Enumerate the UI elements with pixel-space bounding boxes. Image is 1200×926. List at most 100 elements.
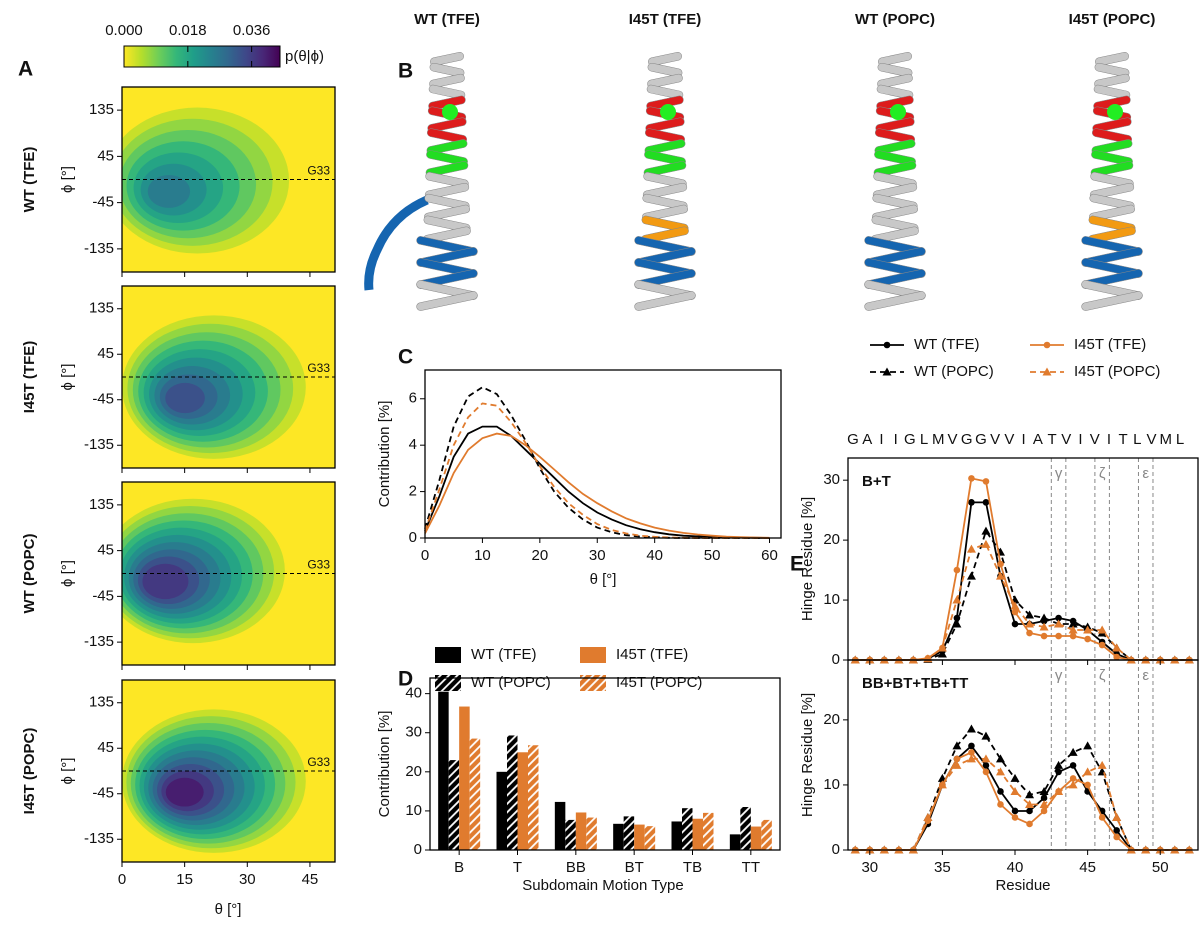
marker — [1041, 633, 1048, 640]
y-tick-label: 20 — [823, 531, 840, 548]
x-tick-label: BT — [625, 859, 644, 876]
line — [855, 531, 1189, 660]
line — [855, 502, 1189, 660]
sequence-letter: V — [948, 431, 958, 448]
x-tick-label: 35 — [934, 859, 951, 876]
legend-label: I45T (POPC) — [1074, 363, 1160, 380]
bar — [761, 820, 772, 850]
x-tick-label: TB — [683, 859, 702, 876]
y-tick-label: 10 — [405, 802, 422, 819]
contour-peak — [166, 778, 204, 807]
sequence-letter: G — [847, 431, 859, 448]
marker — [1070, 762, 1077, 769]
hinge-atom — [890, 104, 906, 120]
colorbar-tick-label: 0.036 — [233, 22, 271, 39]
marker — [1040, 614, 1049, 622]
marker — [968, 475, 975, 482]
panel-label: A — [18, 58, 33, 81]
bar — [438, 692, 449, 850]
y-tick-label: 10 — [823, 776, 840, 793]
line — [855, 478, 1189, 660]
sequence-letter: L — [1176, 431, 1184, 448]
hinge-atom — [442, 104, 458, 120]
y-tick-label: 10 — [823, 591, 840, 608]
x-tick-label: 30 — [239, 871, 256, 888]
sequence-letter: V — [1061, 431, 1071, 448]
y-tick-label: -45 — [92, 194, 114, 211]
marker — [1026, 821, 1033, 828]
y-axis-label: ϕ [°] — [59, 560, 76, 587]
axes-frame — [848, 458, 1198, 660]
marker — [1012, 808, 1019, 815]
x-tick-label: 45 — [1079, 859, 1096, 876]
structure-title: WT (POPC) — [855, 11, 935, 28]
marker — [1012, 814, 1019, 821]
panel-title: I45T (TFE) — [21, 341, 38, 414]
bar — [703, 813, 714, 850]
contour-peak — [142, 564, 188, 599]
panel-title: I45T (POPC) — [21, 728, 38, 815]
y-tick-label: 0 — [409, 529, 417, 546]
marker — [967, 724, 976, 732]
subplot-annotation: B+T — [862, 473, 891, 490]
region-label: ε — [1142, 667, 1149, 684]
legend-label: WT (TFE) — [914, 336, 980, 353]
sequence-letter: T — [1047, 431, 1056, 448]
x-tick-label: T — [513, 859, 522, 876]
y-tick-label: 30 — [823, 471, 840, 488]
y-tick-label: 4 — [409, 436, 417, 453]
bar — [634, 825, 645, 850]
x-tick-label: 0 — [118, 871, 126, 888]
marker — [1099, 814, 1106, 821]
reference-label: G33 — [307, 755, 330, 769]
legend-marker — [884, 342, 891, 349]
legend-label: I45T (POPC) — [616, 674, 702, 691]
y-tick-label: -45 — [92, 587, 114, 604]
bar — [470, 739, 481, 850]
sequence-letter: I — [1078, 431, 1082, 448]
x-tick-label: 0 — [421, 547, 429, 564]
y-tick-label: -135 — [84, 240, 114, 257]
marker — [968, 743, 975, 750]
colorbar-tick-label: 0.018 — [169, 22, 207, 39]
x-tick-label: BB — [566, 859, 586, 876]
hinge-atom — [1107, 104, 1123, 120]
structure — [1081, 52, 1143, 312]
bar — [672, 821, 683, 850]
legend-label: I45T (TFE) — [616, 646, 688, 663]
marker — [954, 567, 961, 574]
bar — [613, 824, 624, 850]
sequence-letter: I — [879, 431, 883, 448]
legend-label: WT (POPC) — [471, 674, 551, 691]
legend-label: WT (POPC) — [914, 363, 994, 380]
bar — [576, 812, 587, 850]
line — [855, 544, 1189, 660]
x-tick-label: 30 — [589, 547, 606, 564]
y-axis-label: Contribution [%] — [376, 401, 393, 508]
sequence-letter: V — [1147, 431, 1157, 448]
bar — [565, 820, 576, 850]
marker — [1112, 813, 1121, 821]
y-tick-label: -45 — [92, 391, 114, 408]
y-tick-label: -135 — [84, 436, 114, 453]
region-label: ζ — [1099, 465, 1106, 482]
line — [855, 746, 1189, 850]
marker — [997, 561, 1004, 568]
bar — [693, 819, 704, 850]
bar — [730, 834, 741, 850]
region-label: γ — [1055, 465, 1063, 482]
marker — [967, 572, 976, 580]
bar — [555, 802, 566, 850]
line — [425, 434, 770, 538]
marker — [996, 767, 1005, 775]
sequence-letter: I — [1022, 431, 1026, 448]
marker — [983, 478, 990, 485]
y-tick-label: -135 — [84, 633, 114, 650]
legend-label: I45T (TFE) — [1074, 336, 1146, 353]
y-tick-label: 40 — [405, 685, 422, 702]
reference-label: G33 — [307, 558, 330, 572]
bar — [751, 827, 762, 850]
y-tick-label: 45 — [97, 345, 114, 362]
bar — [624, 816, 635, 850]
y-axis-label: ϕ [°] — [59, 758, 76, 785]
